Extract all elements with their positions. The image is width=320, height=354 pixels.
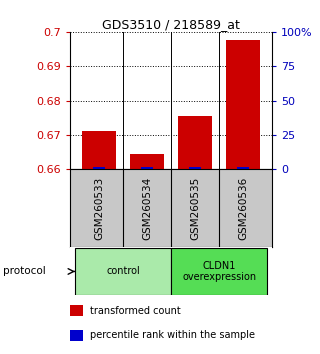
Bar (70, 306, 83, 316)
Text: control: control (106, 267, 140, 276)
Bar (70, 330, 83, 341)
Text: GSM260535: GSM260535 (190, 177, 200, 240)
Bar (131, 154, 164, 170)
Text: GSM260533: GSM260533 (94, 177, 104, 240)
Bar (75, 249, 171, 295)
Text: transformed count: transformed count (90, 306, 180, 316)
Text: protocol: protocol (3, 267, 46, 276)
Bar (237, 167, 249, 170)
Bar (227, 40, 260, 170)
Text: GSM260534: GSM260534 (142, 177, 152, 240)
Bar (141, 167, 153, 170)
Text: GSM260536: GSM260536 (238, 177, 248, 240)
Bar (83, 131, 116, 170)
Bar (189, 167, 201, 170)
Text: percentile rank within the sample: percentile rank within the sample (90, 330, 255, 340)
Bar (171, 249, 267, 295)
Bar (93, 167, 105, 170)
Title: GDS3510 / 218589_at: GDS3510 / 218589_at (102, 18, 240, 31)
Bar (179, 116, 212, 170)
Text: CLDN1
overexpression: CLDN1 overexpression (182, 261, 256, 282)
